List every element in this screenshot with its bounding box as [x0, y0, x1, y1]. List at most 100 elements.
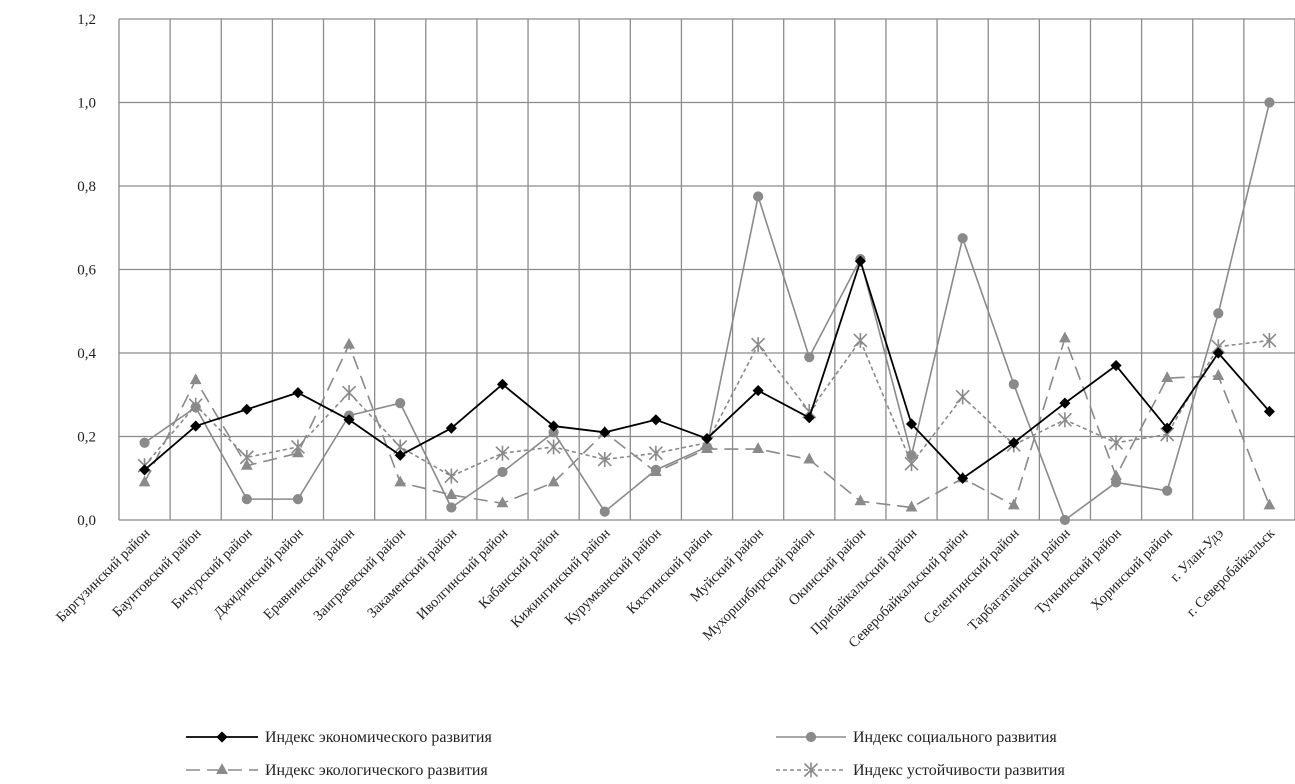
data-point: [1007, 498, 1020, 510]
data-point: [1059, 331, 1071, 343]
data-point: [854, 255, 866, 267]
legend-marker-icon: [216, 731, 228, 743]
x-category-label: Тункинский район: [1032, 525, 1125, 618]
data-point: [853, 332, 868, 348]
data-point: [1057, 412, 1072, 428]
data-point: [804, 352, 815, 363]
data-point: [599, 506, 610, 517]
data-point: [955, 389, 970, 405]
data-point: [957, 472, 969, 484]
legend-label: Индекс экологического развития: [265, 762, 488, 779]
data-point: [292, 387, 304, 399]
series-1: [138, 255, 1275, 484]
legend-label: Индекс устойчивости развития: [853, 762, 1065, 779]
legend-item-4: Индекс устойчивости развития: [776, 762, 1065, 779]
x-category-label: Джидинский район: [211, 525, 307, 621]
data-point: [1264, 97, 1275, 108]
data-point: [1162, 485, 1173, 496]
data-point: [905, 418, 918, 430]
data-point: [292, 494, 304, 505]
data-point: [1212, 369, 1225, 380]
data-point: [395, 398, 406, 409]
data-point: [803, 412, 815, 424]
data-point: [446, 502, 457, 513]
x-category-label: г. Северобайкальск: [1184, 525, 1279, 620]
data-point: [599, 426, 611, 438]
legend: Индекс экономического развития Индекс соц…: [186, 729, 1065, 779]
data-point: [650, 414, 662, 426]
data-point: [342, 385, 357, 401]
data-point: [752, 385, 764, 397]
data-point: [290, 439, 306, 455]
data-point: [394, 475, 407, 487]
data-point: [803, 452, 816, 464]
data-point: [854, 494, 867, 506]
series-2: [139, 97, 1275, 526]
series-line: [143, 337, 1271, 509]
x-category-label: Тарбагатайский район: [965, 525, 1074, 634]
y-tick-label: 0,2: [77, 430, 96, 446]
data-point: [547, 475, 560, 487]
data-point: [139, 437, 150, 448]
data-point: [546, 439, 561, 455]
legend-marker-icon: [803, 762, 819, 778]
data-point: [444, 468, 459, 484]
data-point: [957, 233, 968, 244]
series-line: [144, 102, 1271, 521]
data-point: [343, 337, 355, 349]
x-category-label: Баргузинский район: [53, 525, 153, 625]
data-point: [650, 464, 661, 475]
x-category-label: Селенгинский район: [921, 525, 1023, 627]
series-4: [137, 332, 1277, 484]
data-point: [189, 373, 202, 385]
data-point: [138, 475, 151, 487]
data-point: [445, 488, 458, 499]
data-point: [445, 422, 457, 434]
data-point: [1161, 422, 1173, 434]
data-point: [1161, 371, 1174, 383]
legend-marker-icon: [216, 763, 228, 774]
data-point: [1110, 359, 1122, 372]
y-tick-label: 1,2: [77, 12, 96, 28]
x-category-label: Курумканский район: [562, 525, 665, 628]
data-point: [1263, 498, 1276, 510]
legend-item-3: Индекс экологического развития: [186, 762, 488, 779]
data-point: [496, 378, 509, 390]
legend-item-2: Индекс социального развития: [776, 729, 1057, 746]
data-point: [496, 496, 509, 508]
data-point: [597, 451, 612, 467]
data-point: [1059, 514, 1071, 526]
series-group: [137, 97, 1277, 526]
y-axis-ticks: 0,0 0,2 0,4 0,6 0,8 1,0 1,2: [77, 12, 96, 529]
x-category-label: Заиграевский район: [310, 525, 409, 624]
data-point: [548, 420, 560, 432]
data-point: [648, 445, 663, 461]
data-point: [343, 414, 355, 426]
data-point: [905, 500, 918, 512]
data-point: [1008, 379, 1019, 390]
data-point: [906, 450, 917, 461]
series-3: [138, 331, 1276, 512]
data-point: [1008, 437, 1020, 449]
data-point: [241, 403, 253, 415]
data-point: [1108, 435, 1124, 451]
y-tick-label: 0,6: [77, 263, 96, 279]
data-point: [752, 442, 765, 454]
data-point: [751, 337, 766, 353]
data-point: [239, 449, 254, 465]
data-point: [1110, 477, 1122, 488]
data-point: [190, 420, 202, 432]
legend-marker-icon: [805, 731, 817, 743]
data-point: [394, 449, 406, 461]
data-point: [190, 402, 201, 413]
data-point: [1213, 308, 1224, 319]
data-point: [1262, 332, 1277, 348]
legend-item-1: Индекс экономического развития: [186, 729, 492, 746]
x-category-label: Иволгинский район: [414, 525, 512, 623]
x-category-label: Баунтовский район: [110, 525, 205, 620]
data-point: [495, 445, 510, 461]
data-point: [241, 494, 252, 505]
y-tick-label: 1,0: [77, 96, 96, 112]
data-point: [497, 466, 508, 478]
